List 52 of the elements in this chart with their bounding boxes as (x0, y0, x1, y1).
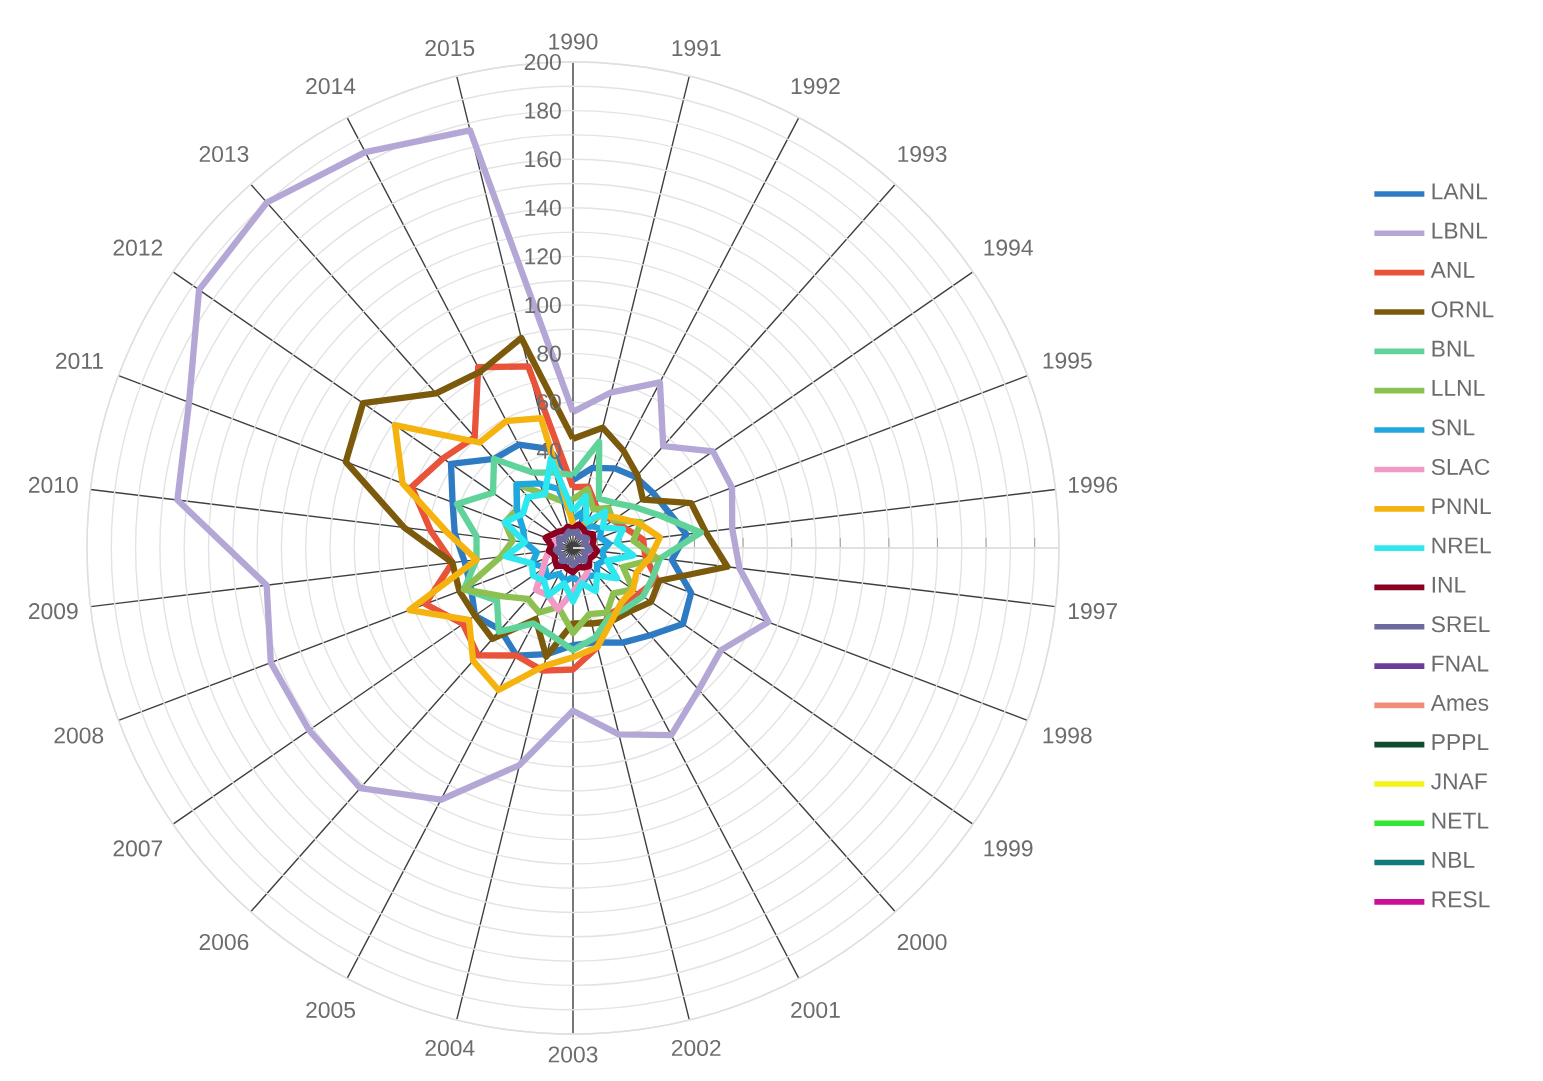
spoke-label: 2006 (199, 933, 249, 951)
spoke-label: 1997 (1069, 603, 1117, 620)
spoke-label: 1990 (549, 33, 598, 50)
legend-label: ANL (1430, 262, 1475, 278)
spoke-label: 1994 (984, 239, 1033, 256)
spoke-label: 1999 (984, 840, 1033, 857)
legend-label: NREL (1432, 537, 1491, 554)
legend-label: FNAL (1432, 655, 1489, 672)
y-tick-label: 120 (525, 248, 561, 265)
spoke-label: 1992 (791, 77, 840, 95)
spoke-label: 2015 (425, 39, 475, 57)
spoke-label: 2009 (29, 603, 78, 620)
spoke-label: 2014 (306, 77, 356, 95)
spoke-label: 2003 (548, 1046, 598, 1063)
legend-label: PNNL (1432, 498, 1491, 515)
legend-label: SNL (1431, 419, 1475, 436)
legend-label: SREL (1431, 616, 1490, 633)
y-tick-label: 40 (536, 442, 561, 459)
spoke-label: 1993 (898, 145, 947, 163)
legend-label: INL (1432, 576, 1466, 593)
y-tick-label: 140 (525, 199, 561, 216)
legend-label: NBL (1432, 851, 1475, 868)
y-tick-label: 180 (525, 102, 561, 119)
legend-label: ORNL (1431, 301, 1494, 318)
spoke-label: 2008 (54, 727, 104, 744)
legend-label: JNAF (1431, 773, 1487, 790)
y-tick-label: 60 (537, 394, 561, 411)
spoke-label: 1991 (672, 39, 721, 57)
legend-label: RESL (1432, 891, 1490, 908)
legend-label: NETL (1432, 812, 1489, 829)
legend-label: LANL (1432, 183, 1488, 200)
spoke-label: 1996 (1069, 476, 1118, 493)
spoke-label: 2007 (113, 840, 163, 857)
spoke-label: 2012 (113, 239, 163, 256)
legend-label: LLNL (1432, 380, 1485, 396)
spoke-label: 2005 (306, 1001, 355, 1019)
y-tick-label: 200 (524, 53, 561, 71)
spoke-label: 2010 (29, 476, 78, 493)
legend-label: LBNL (1432, 222, 1488, 239)
legend-label: PPPL (1432, 734, 1489, 750)
spoke-label: 2000 (897, 933, 947, 951)
spoke-label: 2013 (199, 145, 249, 163)
spoke-label: 1998 (1043, 727, 1092, 744)
spoke-label: 2002 (671, 1039, 721, 1057)
legend-label: Ames (1430, 694, 1489, 711)
spoke-label: 2004 (425, 1039, 475, 1057)
legend-label: BNL (1432, 340, 1475, 357)
spoke-label: 1995 (1043, 352, 1092, 369)
legend-label: SLAC (1431, 458, 1490, 476)
spoke-label: 2001 (791, 1001, 840, 1019)
y-tick-label: 160 (525, 151, 561, 168)
spoke-label: 2011 (56, 352, 103, 369)
